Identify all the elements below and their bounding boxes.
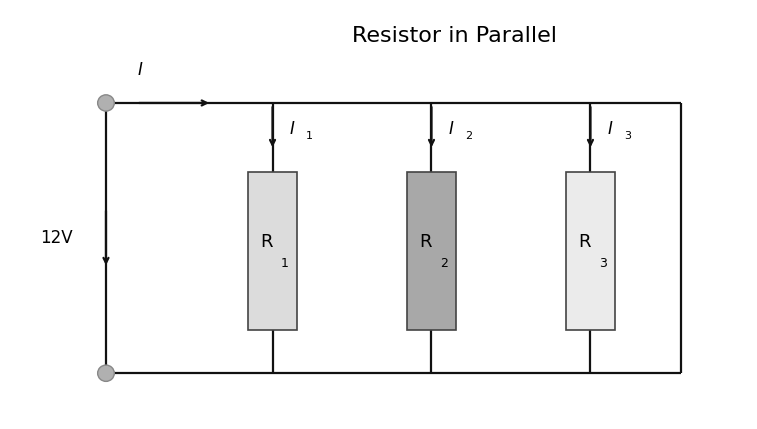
- Text: 1: 1: [306, 131, 313, 141]
- Text: I: I: [448, 120, 453, 138]
- Text: I: I: [289, 120, 294, 138]
- Text: R: R: [260, 233, 273, 251]
- Ellipse shape: [98, 365, 114, 381]
- Text: R: R: [578, 233, 590, 251]
- Text: 2: 2: [465, 131, 472, 141]
- Text: Resistor in Parallel: Resistor in Parallel: [352, 26, 556, 46]
- Bar: [566, 172, 615, 330]
- Text: 1: 1: [281, 257, 288, 270]
- Text: 12V: 12V: [40, 229, 73, 247]
- Text: 2: 2: [440, 257, 447, 270]
- Bar: [248, 172, 297, 330]
- Bar: [407, 172, 456, 330]
- Text: I: I: [138, 61, 142, 79]
- Text: 3: 3: [624, 131, 631, 141]
- Text: 3: 3: [599, 257, 606, 270]
- Ellipse shape: [98, 95, 114, 111]
- Text: I: I: [607, 120, 612, 138]
- Text: R: R: [419, 233, 431, 251]
